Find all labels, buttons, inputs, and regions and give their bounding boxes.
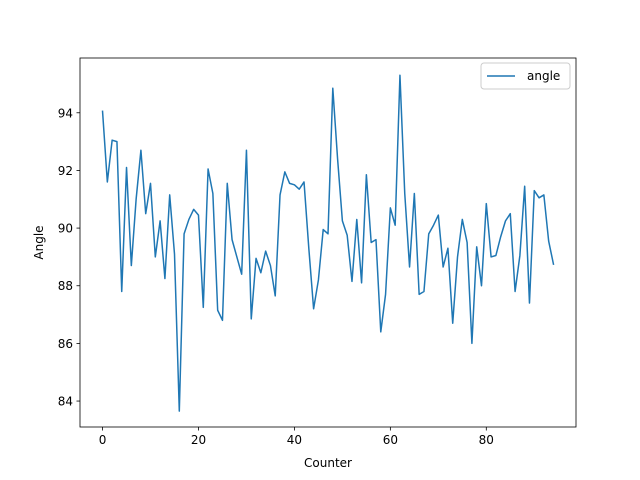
y-tick-label: 84 [58,395,73,409]
y-tick-label: 90 [58,222,73,236]
x-axis-label: Counter [304,456,352,470]
y-tick-label: 86 [58,337,73,351]
y-tick-label: 92 [58,164,73,178]
y-tick-label: 88 [58,279,73,293]
x-tick-label: 60 [383,433,398,447]
x-tick-label: 0 [99,433,107,447]
legend: angle [480,62,571,90]
x-tick-label: 20 [191,433,206,447]
axes-frame [79,57,577,428]
y-axis-label: Angle [32,225,46,259]
series-line-angle [101,74,555,412]
x-tick-label: 80 [479,433,494,447]
axes [79,57,577,428]
legend-frame [480,62,571,90]
y-tick-label: 94 [58,106,73,120]
x-tick-label: 40 [287,433,302,447]
plot-area [101,74,555,412]
ticks: 0 20 40 60 80 84 86 88 90 92 94 [58,106,494,447]
legend-label-angle: angle [527,69,560,83]
